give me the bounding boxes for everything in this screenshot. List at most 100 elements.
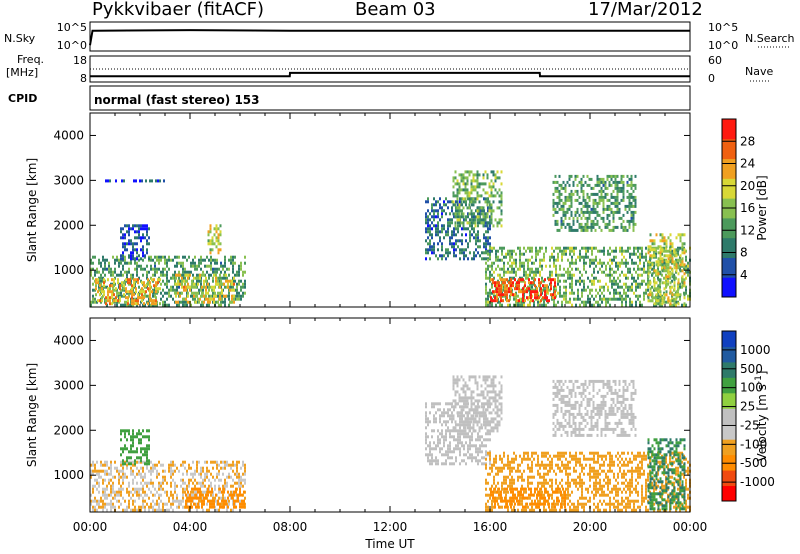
power-panel-echo-cell — [462, 221, 465, 225]
velocity-panel-echo-cell — [490, 378, 493, 382]
velocity-panel-echo-cell — [454, 393, 457, 397]
velocity-panel-echo-cell — [156, 475, 158, 479]
velocity-panel-echo-cell — [505, 475, 507, 479]
velocity-panel-echo-cell — [100, 463, 102, 467]
velocity-panel-echo-cell — [455, 456, 457, 460]
power-panel-echo-cell — [569, 276, 571, 280]
power-panel-echo-cell — [503, 255, 505, 259]
power-panel-echo-cell — [433, 224, 435, 228]
velocity-panel-echo-cell — [452, 384, 455, 388]
velocity-panel-echo-cell — [174, 499, 176, 503]
velocity-panel-echo-cell — [146, 429, 148, 433]
power-panel-echo-cell — [535, 267, 537, 271]
power-panel-echo-cell — [586, 201, 589, 205]
velocity-panel-echo-cell — [232, 463, 234, 467]
velocity-panel-echo-cell — [453, 462, 455, 466]
velocity-panel-echo-cell — [453, 435, 455, 439]
velocity-panel-echo-cell — [136, 481, 138, 485]
power-panel-echo-cell — [534, 284, 536, 288]
power-panel-echo-cell — [99, 299, 101, 303]
velocity-panel-echo-cell — [476, 381, 479, 385]
power-panel-echo-cell — [463, 248, 465, 252]
power-panel-echo-cell — [155, 281, 157, 285]
power-panel-echo-cell — [634, 210, 637, 214]
power-panel-echo-cell — [472, 179, 475, 183]
velocity-panel-echo-cell — [226, 508, 228, 512]
velocity-panel-echo-cell — [182, 490, 184, 494]
power-panel-echo-cell — [565, 285, 567, 289]
velocity-panel-echo-cell — [447, 453, 449, 457]
power-panel-echo-cell — [590, 177, 593, 181]
velocity-panel-echo-cell — [196, 469, 198, 473]
velocity-panel-echo-cell — [459, 450, 461, 454]
power-panel-echo-cell — [569, 264, 571, 268]
velocity-panel-echo-cell — [445, 459, 447, 463]
power-panel-echo-cell — [669, 281, 672, 285]
power-panel-echo-cell — [443, 224, 445, 228]
velocity-panel-echo-cell — [492, 375, 495, 379]
power-panel-echo-cell — [212, 270, 214, 274]
velocity-panel-echo-cell — [106, 469, 108, 473]
power-panel-echo-cell — [515, 264, 517, 268]
power-panel-echo-cell — [616, 201, 619, 205]
velocity-panel-echo-cell — [427, 417, 429, 421]
power-panel-echo-cell — [671, 303, 673, 307]
velocity-panel-echo-cell — [102, 481, 104, 485]
power-panel-echo-cell — [471, 203, 473, 207]
power-panel-echo-cell — [120, 273, 122, 277]
power-panel-echo-cell — [626, 189, 629, 193]
power-panel-echo-cell — [683, 302, 686, 306]
velocity-panel-echo-cell — [196, 466, 198, 470]
velocity-panel-echo-cell — [182, 487, 184, 491]
velocity-panel-echo-cell — [192, 460, 194, 464]
power-panel-echo-cell — [115, 299, 117, 303]
power-panel-echo-cell — [628, 204, 631, 208]
power-panel-echo-cell — [154, 264, 156, 268]
power-panel-echo-cell — [141, 281, 143, 285]
velocity-panel-echo-cell — [152, 505, 154, 509]
power-panel-echo-cell — [635, 300, 637, 304]
velocity-panel-echo-cell — [222, 460, 224, 464]
velocity-panel-echo-cell — [102, 499, 104, 503]
power-panel-echo-cell — [626, 195, 629, 199]
power-panel-echo-cell — [502, 293, 504, 297]
power-panel-echo-cell — [571, 255, 573, 259]
power-panel-echo-cell — [687, 264, 689, 268]
velocity-panel-echo-cell — [224, 481, 226, 485]
power-panel-echo-cell — [528, 278, 530, 282]
power-panel-echo-cell — [522, 296, 524, 300]
power-panel-echo-cell — [486, 203, 489, 207]
power-panel-echo-cell — [116, 258, 118, 262]
power-panel-echo-cell — [500, 287, 502, 291]
velocity-panel-echo-cell — [237, 496, 239, 500]
velocity-panel-echo-cell — [146, 447, 148, 451]
velocity-panel-echo-cell — [490, 417, 493, 421]
velocity-panel-echo-cell — [242, 484, 244, 488]
power-panel-echo-cell — [649, 266, 652, 270]
power-panel-echo-cell — [490, 221, 493, 225]
power-panel-echo-cell — [633, 246, 635, 250]
velocity-panel-echo-cell — [494, 396, 497, 400]
power-panel-echo-cell — [500, 293, 502, 297]
velocity-panel-echo-cell — [449, 444, 451, 448]
power-panel-echo-cell — [130, 242, 132, 246]
velocity-panel-echo-cell — [124, 499, 126, 503]
power-panel-echo-cell — [637, 249, 639, 253]
power-panel-echo-cell — [451, 230, 453, 234]
power-panel-echo-cell — [605, 282, 607, 286]
power-panel-echo-cell — [496, 170, 499, 174]
velocity-panel-echo-cell — [487, 508, 489, 512]
power-panel-echo-cell — [486, 176, 489, 180]
velocity-panel-echo-cell — [124, 447, 126, 451]
power-panel-echo-cell — [174, 264, 176, 268]
velocity-panel-echo-cell — [490, 420, 493, 424]
power-panel-echo-cell — [620, 186, 623, 190]
power-panel-echo-cell — [111, 278, 113, 282]
power-panel-echo-cell — [443, 203, 445, 207]
power-panel-echo-cell — [454, 212, 457, 216]
power-panel-echo-cell — [570, 210, 573, 214]
power-panel-echo-cell — [570, 189, 573, 193]
velocity-panel-echo-cell — [429, 462, 431, 466]
velocity-panel-echo-cell — [482, 408, 485, 412]
power-panel-echo-cell — [447, 221, 449, 225]
